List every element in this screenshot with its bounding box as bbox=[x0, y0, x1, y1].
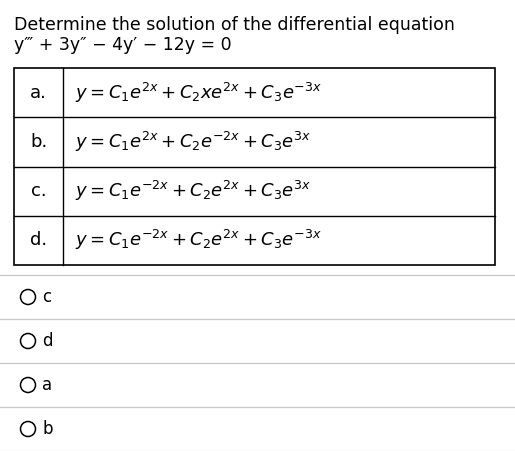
Text: c.: c. bbox=[31, 182, 46, 200]
Circle shape bbox=[21, 422, 36, 437]
Bar bbox=[14, 68, 495, 265]
Text: b: b bbox=[42, 420, 53, 438]
Text: $y = C_1e^{2x} + C_2e^{-2x} + C_3e^{3x}$: $y = C_1e^{2x} + C_2e^{-2x} + C_3e^{3x}$ bbox=[75, 130, 312, 154]
Text: $y = C_1e^{-2x} + C_2e^{2x} + C_3e^{3x}$: $y = C_1e^{-2x} + C_2e^{2x} + C_3e^{3x}$ bbox=[75, 179, 312, 203]
Text: c: c bbox=[42, 288, 51, 306]
Circle shape bbox=[21, 377, 36, 392]
Text: $y = C_1e^{-2x} + C_2e^{2x} + C_3e^{-3x}$: $y = C_1e^{-2x} + C_2e^{2x} + C_3e^{-3x}… bbox=[75, 228, 322, 253]
Text: d.: d. bbox=[30, 231, 47, 249]
Text: d: d bbox=[42, 332, 53, 350]
Text: b.: b. bbox=[30, 133, 47, 151]
Text: Determine the solution of the differential equation: Determine the solution of the differenti… bbox=[14, 16, 455, 34]
Text: y‴ + 3y″ − 4y′ − 12y = 0: y‴ + 3y″ − 4y′ − 12y = 0 bbox=[14, 36, 232, 54]
Text: $y = C_1e^{2x} + C_2xe^{2x} + C_3e^{-3x}$: $y = C_1e^{2x} + C_2xe^{2x} + C_3e^{-3x}… bbox=[75, 81, 322, 105]
Text: a.: a. bbox=[30, 83, 47, 101]
Circle shape bbox=[21, 290, 36, 304]
Circle shape bbox=[21, 333, 36, 349]
Text: a: a bbox=[42, 376, 52, 394]
